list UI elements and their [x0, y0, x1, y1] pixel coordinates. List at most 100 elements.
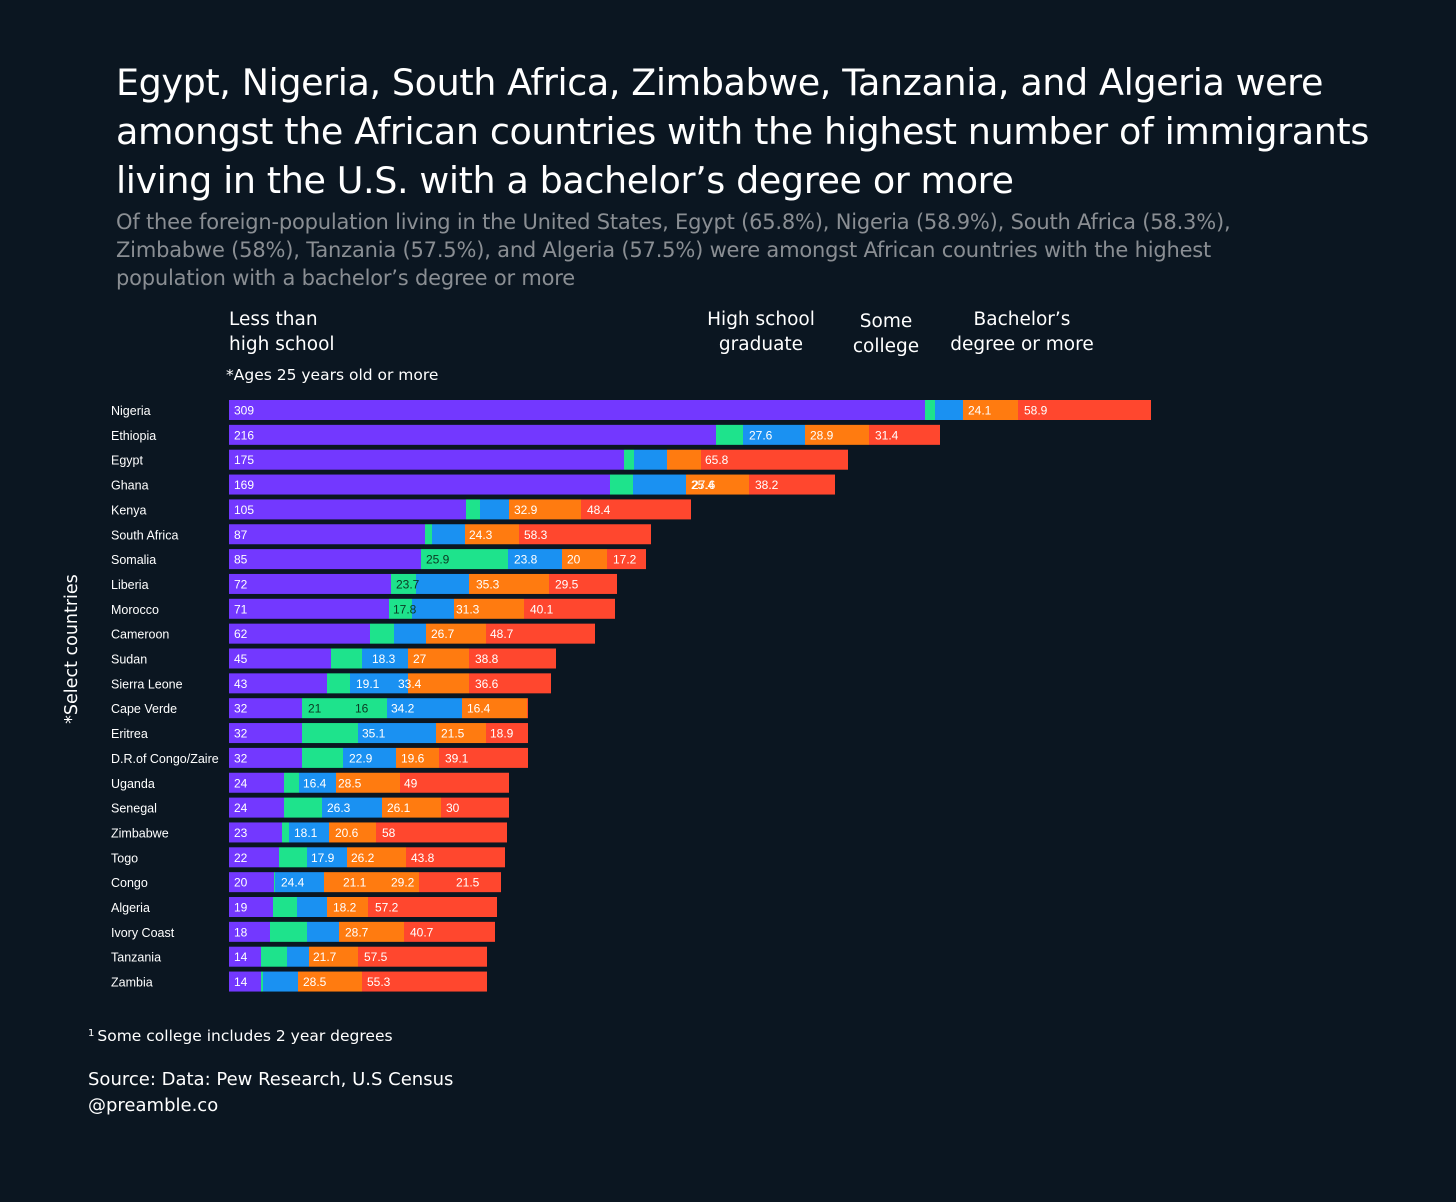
value-label: 26.1 [387, 801, 411, 815]
country-label: Sierra Leone [111, 677, 183, 691]
bar-segment-red [441, 797, 509, 818]
population-label: 14 [234, 950, 248, 964]
bar-segment-orange [408, 673, 469, 694]
value-label: 40.1 [530, 602, 554, 616]
bar-row-cameroon: Cameroon 62 26.7 48.7 [111, 623, 595, 644]
footnote-text: Some college includes 2 year degrees [97, 1027, 393, 1045]
bar-segment-purple [229, 673, 327, 694]
value-label: 24.1 [968, 404, 992, 418]
bar-segment-orange [462, 698, 527, 719]
bar-segment-blue [416, 573, 469, 594]
bar-segment-orange [327, 897, 368, 917]
bar-row-somalia: Somalia 85 25.9 23.8 20 17.2 [111, 549, 646, 570]
bar-segment-green [610, 474, 633, 495]
bar-segment-blue [307, 847, 347, 868]
bar-segment-blue [297, 897, 327, 917]
bar-segment-red [486, 623, 595, 644]
population-label: 45 [234, 652, 248, 666]
bar-segment-red [486, 723, 528, 744]
bar-row-liberia: Liberia 72 23.7 35.3 29.5 [111, 573, 617, 594]
value-label: 24.3 [469, 528, 493, 542]
value-label: 49 [404, 776, 418, 790]
value-label: 21.7 [313, 950, 337, 964]
bar-segment-green [331, 648, 362, 669]
population-label: 72 [234, 577, 248, 591]
value-label: 19.1 [356, 677, 380, 691]
bar-segment-red [358, 946, 487, 967]
value-label: 58.9 [1024, 404, 1048, 418]
population-label: 32 [234, 751, 248, 765]
bar-segment-green [284, 772, 299, 793]
bar-segment-orange [509, 499, 581, 520]
value-label: 17.9 [311, 851, 335, 865]
value-label: 28.9 [810, 428, 834, 442]
bar-segment-blue [394, 623, 426, 644]
bar-row-morocco: Morocco 71 17.8 31.3 40.1 [111, 598, 615, 619]
bar-segment-green [716, 424, 743, 445]
bar-row-tanzania: Tanzania 14 21.7 57.5 [111, 946, 487, 967]
bar-segment-purple [229, 946, 261, 967]
country-label: Senegal [111, 802, 157, 816]
bar-row-zambia: Zambia 14 28.5 55.3 [111, 971, 487, 992]
country-label: Cape Verde [111, 702, 177, 716]
bar-segment-orange [469, 573, 549, 594]
bar-segment-blue [322, 797, 382, 818]
population-label: 71 [234, 602, 248, 616]
bar-segment-blue [362, 648, 408, 669]
value-label: 65.8 [705, 453, 729, 467]
bar-segment-green [370, 623, 394, 644]
value-label: 35.3 [476, 577, 500, 591]
population-label: 24 [234, 801, 248, 815]
bar-segment-green [327, 673, 350, 694]
bar-segment-purple [229, 400, 925, 420]
bar-segment-red [406, 847, 505, 868]
value-label: 40.7 [410, 925, 434, 939]
bar-segment-green [284, 797, 322, 818]
value-label: 23.7 [396, 577, 420, 591]
bar-segment-red [549, 573, 617, 594]
bar-segment-purple [229, 723, 302, 744]
bar-segment-orange [324, 872, 419, 893]
bar-segment-green [302, 747, 343, 768]
bar-segment-purple [229, 474, 610, 495]
value-label: 36.6 [475, 677, 499, 691]
bar-segment-red [607, 549, 646, 570]
bar-row-zimbabwe: Zimbabwe 23 18.1 20.6 58 [111, 822, 507, 843]
bar-row-sierra-leone: Sierra Leone 43 19.1 33.4 36.6 [111, 673, 551, 694]
bar-row-congo: Congo 20 24.4 21.1 29.2 21.5 [111, 872, 501, 893]
bar-segment-orange [339, 921, 404, 942]
country-label: Ethiopia [111, 429, 156, 443]
country-label: South Africa [111, 528, 178, 542]
value-label: 57.2 [375, 901, 399, 915]
population-label: 32 [234, 702, 248, 716]
country-label: Sudan [111, 653, 147, 667]
bar-segment-red [581, 499, 691, 520]
country-label: Liberia [111, 578, 149, 592]
country-label: Cameroon [111, 628, 169, 642]
bar-segment-red [701, 449, 848, 470]
country-label: Ivory Coast [111, 926, 175, 940]
bar-segment-blue [289, 822, 329, 843]
country-label: Zimbabwe [111, 826, 169, 840]
value-label: 38.8 [475, 652, 499, 666]
bar-segment-blue [480, 499, 509, 520]
bar-segment-blue [743, 424, 805, 445]
bar-segment-red [368, 897, 497, 917]
bar-segment-purple [229, 822, 282, 843]
value-label: 29.5 [555, 577, 579, 591]
bar-segment-green [925, 400, 935, 420]
value-label: 29.2 [391, 876, 415, 890]
population-label: 32 [234, 727, 248, 741]
bar-segment-red [524, 598, 615, 619]
bar-segment-red [469, 673, 551, 694]
bar-row-ghana: Ghana 169 25.427.6 38.2 [111, 474, 835, 495]
bar-segment-orange [963, 400, 1018, 420]
value-label: 28.7 [345, 925, 369, 939]
country-label: Morocco [111, 603, 159, 617]
bar-segment-green [466, 499, 480, 520]
bar-row-ethiopia: Ethiopia 216 27.6 28.9 31.4 [111, 424, 940, 445]
bar-segment-green [282, 822, 289, 843]
bar-segment-purple [229, 549, 421, 570]
value-label: 57.5 [364, 950, 388, 964]
bar-segment-orange [686, 474, 749, 495]
